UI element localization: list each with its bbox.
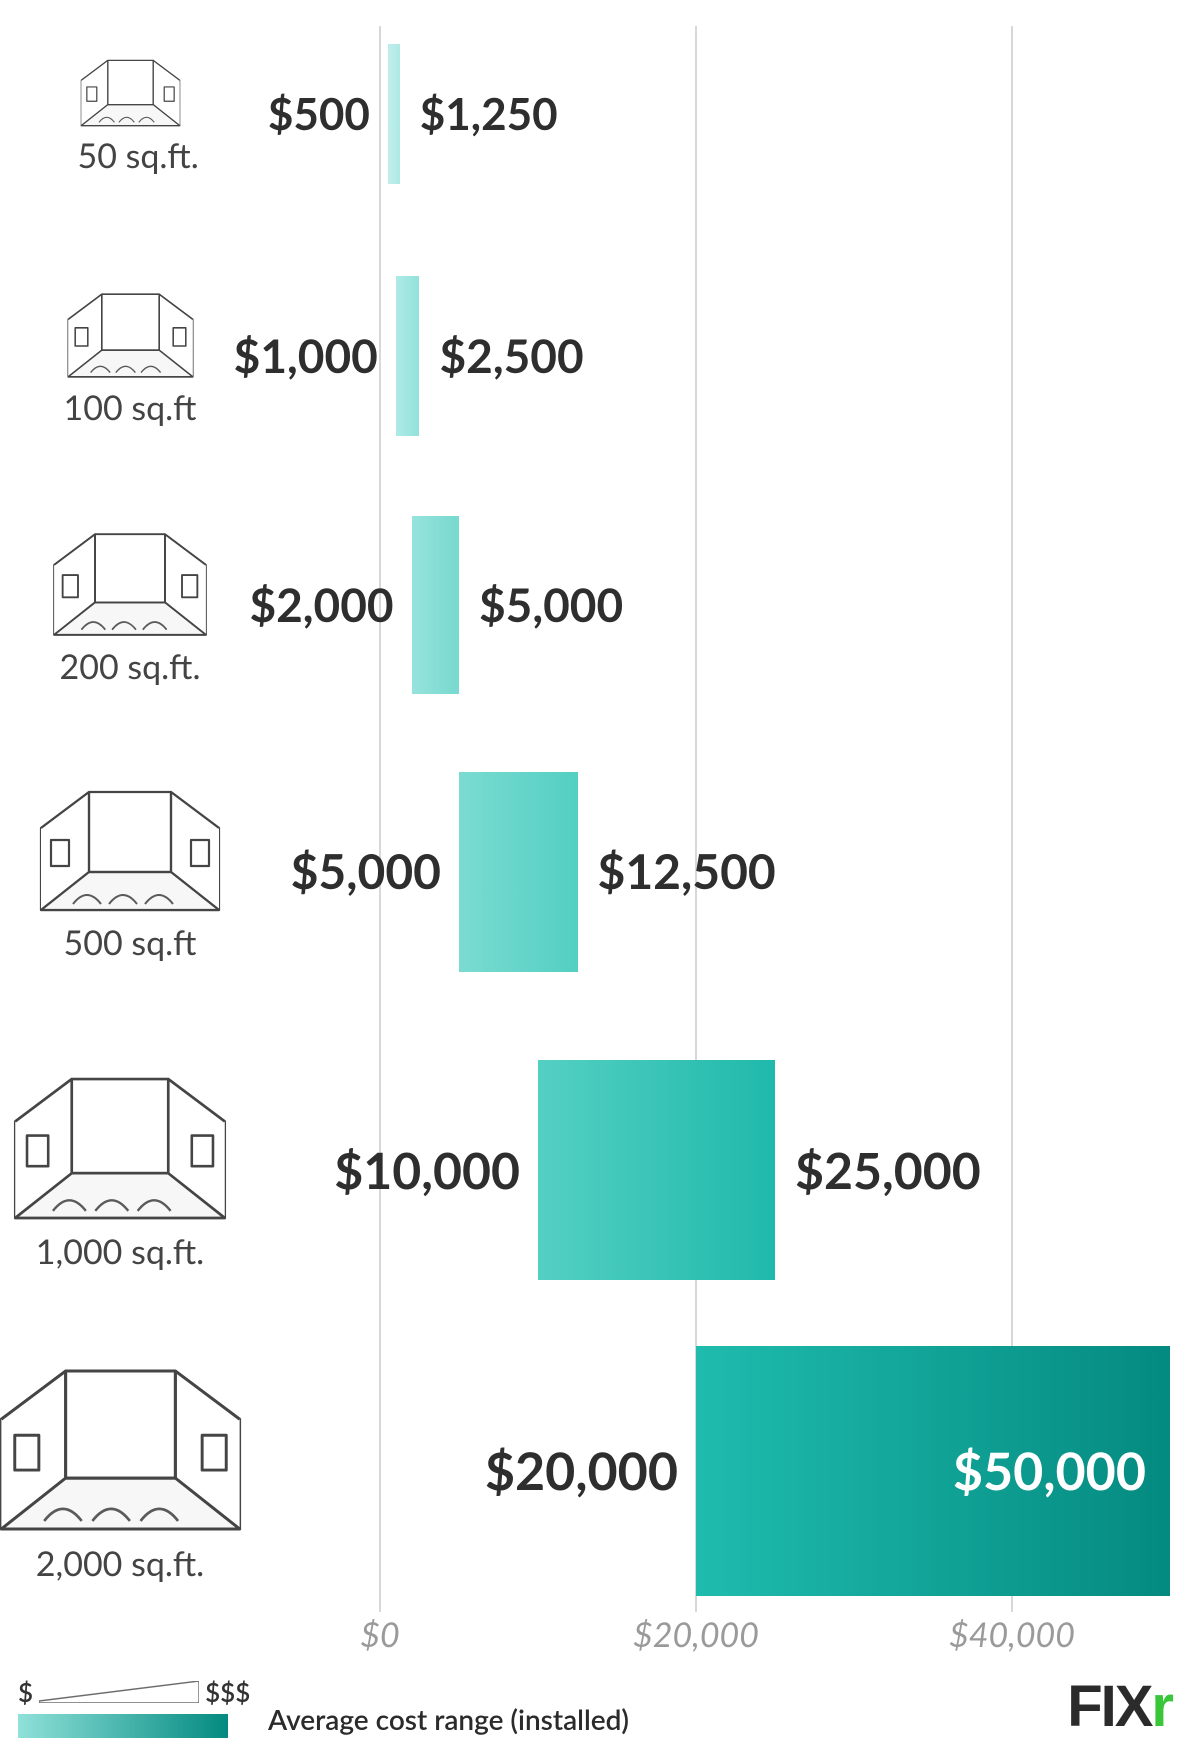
- range-low-label: $500: [268, 92, 370, 136]
- legend-scale: $ $$$: [18, 1676, 250, 1708]
- room-size-block: 50 sq.ft.: [78, 57, 183, 176]
- logo-accent: r: [1151, 1673, 1172, 1740]
- room-size-block: 100 sq.ft: [64, 290, 197, 428]
- range-high-label: $1,250: [420, 92, 558, 136]
- chart-row: 100 sq.ft $1,000 $2,500: [0, 276, 1200, 436]
- range-high-label: $50,000: [953, 1445, 1146, 1497]
- legend-wedge-icon: [39, 1681, 199, 1703]
- chart-row: 1,000 sq.ft. $10,000 $25,000: [0, 1060, 1200, 1280]
- room-size-label: 500 sq.ft: [35, 922, 225, 963]
- room-size-label: 50 sq.ft.: [78, 135, 183, 176]
- legend: $ $$$: [18, 1676, 250, 1738]
- range-bar: [538, 1060, 775, 1280]
- range-high-label: $12,500: [598, 848, 776, 896]
- legend-high-symbol: $$$: [205, 1676, 250, 1708]
- range-bar: [412, 516, 459, 694]
- room-size-block: 500 sq.ft: [35, 786, 225, 963]
- chart-row: 50 sq.ft. $500 $1,250: [0, 44, 1200, 184]
- range-high-label: $25,000: [795, 1145, 981, 1195]
- room-size-block: 200 sq.ft.: [49, 529, 211, 687]
- room-size-label: 2,000 sq.ft.: [0, 1543, 248, 1584]
- legend-gradient-bar: [18, 1714, 228, 1738]
- legend-low-symbol: $: [18, 1676, 33, 1708]
- range-bar: [459, 772, 578, 972]
- range-bar: [388, 44, 400, 184]
- range-low-label: $1,000: [234, 333, 378, 379]
- range-low-label: $10,000: [334, 1145, 520, 1195]
- legend-caption: Average cost range (installed): [268, 1702, 629, 1736]
- cost-range-chart: $0 $20,000 $40,000 50 sq.ft. $500 $1,250: [0, 0, 1200, 1758]
- chart-row: 2,000 sq.ft. $20,000 $50,000: [0, 1346, 1200, 1596]
- axis-tick-label: $0: [360, 1614, 399, 1655]
- axis-tick-label: $40,000: [949, 1614, 1075, 1655]
- logo-main: FIX: [1067, 1673, 1151, 1740]
- range-low-label: $5,000: [291, 848, 441, 896]
- room-size-block: 2,000 sq.ft.: [0, 1363, 248, 1584]
- fixr-logo: FIXr: [1067, 1673, 1172, 1740]
- chart-row: 500 sq.ft $5,000 $12,500: [0, 772, 1200, 972]
- room-size-label: 200 sq.ft.: [49, 646, 211, 687]
- room-size-block: 1,000 sq.ft.: [8, 1072, 232, 1272]
- room-size-label: 100 sq.ft: [64, 387, 197, 428]
- range-bar: [396, 276, 420, 436]
- range-high-label: $2,500: [440, 333, 584, 379]
- range-low-label: $2,000: [249, 582, 393, 628]
- room-size-label: 1,000 sq.ft.: [8, 1231, 232, 1272]
- range-low-label: $20,000: [485, 1445, 678, 1497]
- chart-row: 200 sq.ft. $2,000 $5,000: [0, 516, 1200, 694]
- range-high-label: $5,000: [479, 582, 623, 628]
- axis-tick-label: $20,000: [633, 1614, 759, 1655]
